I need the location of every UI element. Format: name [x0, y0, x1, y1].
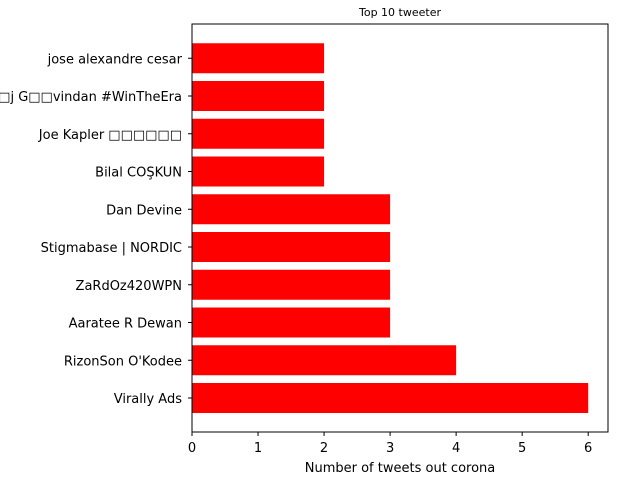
y-tick-label: Dan Devine: [106, 203, 182, 218]
y-tick-label: Bilal COŞKUN: [95, 166, 182, 181]
x-tick-label: 4: [452, 441, 460, 456]
bar: [192, 383, 589, 413]
x-axis-title: Number of tweets out corona: [305, 461, 496, 476]
bars-group: [192, 43, 589, 413]
x-tick-label: 3: [386, 441, 394, 456]
x-tick-label: 2: [320, 441, 328, 456]
y-tick-label: Joe Kapler □□□□□□: [38, 128, 182, 143]
y-tick-label: RizonSon O'Kodee: [64, 354, 182, 369]
bar: [192, 345, 457, 376]
y-tick-label: ZaRdOz420WPN: [76, 279, 182, 294]
x-tick-label: 6: [584, 441, 592, 456]
bar: [192, 118, 325, 149]
x-tick-label: 1: [254, 441, 262, 456]
x-ticks-group: 0 1 2 3 4 5 6: [188, 432, 592, 456]
y-tick-label: jose alexandre cesar: [47, 52, 183, 67]
y-tick-label: Stigmabase | NORDIC: [41, 241, 182, 256]
bar: [192, 43, 325, 74]
plot-frame: [191, 23, 609, 433]
bar: [192, 156, 325, 187]
y-tick-label: □j G□□vindan #WinTheEra: [0, 90, 182, 105]
x-tick-label: 0: [188, 441, 196, 456]
bar: [192, 81, 325, 111]
y-tick-label: Aaratee R Dewan: [69, 317, 182, 332]
bar: [192, 232, 391, 262]
y-tick-label: Virally Ads: [114, 392, 182, 407]
bar: [192, 269, 391, 300]
chart-title: Top 10 tweeter: [358, 6, 441, 19]
y-ticks-group: Virally Ads RizonSon O'Kodee Aaratee R Dew…: [0, 52, 192, 407]
x-tick-label: 5: [518, 441, 526, 456]
bar: [192, 307, 391, 338]
bar: [192, 194, 391, 225]
